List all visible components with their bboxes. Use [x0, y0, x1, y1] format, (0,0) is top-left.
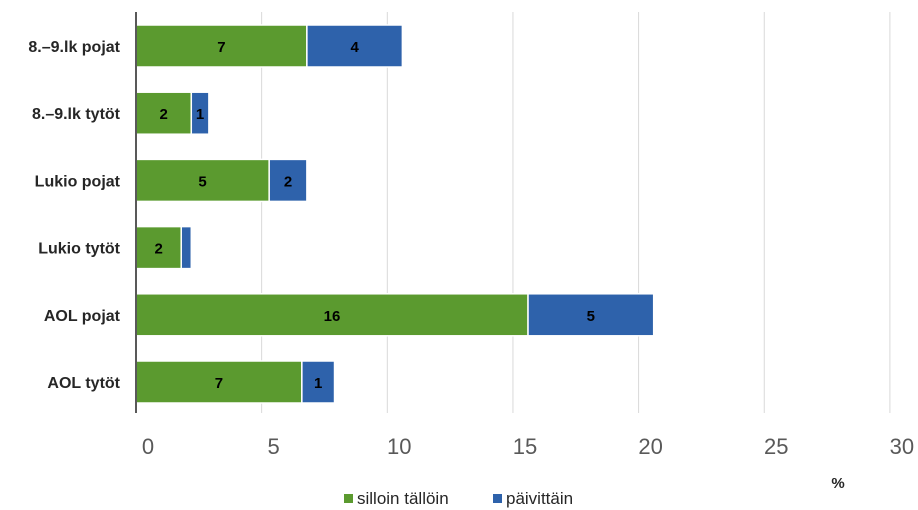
x-tick-label: 30 — [890, 434, 914, 459]
category-labels: 8.–9.lk pojat 8.–9.lk tytöt Lukio pojat Luk… — [28, 39, 120, 392]
x-tick-label: 5 — [268, 434, 280, 459]
gridlines — [261, 12, 891, 413]
category-label: 8.–9.lk tytöt — [32, 106, 121, 123]
legend: silloin tällöin päivittäin — [344, 489, 573, 508]
legend-swatch-0 — [344, 494, 353, 503]
data-label: 2 — [284, 173, 292, 190]
data-label: 2 — [159, 106, 167, 123]
data-label: 7 — [215, 375, 223, 392]
data-label: 5 — [587, 308, 595, 325]
data-label: 5 — [198, 173, 206, 190]
x-tick-label: 0 — [142, 434, 154, 459]
category-label: AOL pojat — [44, 308, 121, 325]
data-label: 4 — [350, 39, 359, 56]
x-tick-label: 20 — [638, 434, 662, 459]
data-label: 1 — [196, 106, 204, 123]
bar-paivittain-2 — [268, 158, 308, 203]
category-label: Lukio pojat — [35, 173, 121, 190]
x-tick-label: 25 — [764, 434, 788, 459]
bar-paivittain-3 — [180, 225, 193, 270]
legend-label: päivittäin — [506, 489, 573, 508]
bar-silloin-tallloin-3 — [135, 225, 182, 270]
data-label: 1 — [314, 375, 322, 392]
data-label: 16 — [324, 308, 341, 325]
x-tick-label: 10 — [387, 434, 411, 459]
x-tick-label: 15 — [513, 434, 537, 459]
bar-silloin-tallloin-2 — [135, 158, 270, 203]
legend-swatch-1 — [493, 494, 502, 503]
x-tick-labels: 0 5 10 15 20 25 30 — [142, 434, 914, 459]
data-label: 7 — [217, 39, 225, 56]
category-label: Lukio tytöt — [38, 241, 120, 258]
data-label: 2 — [154, 241, 162, 258]
category-label: 8.–9.lk pojat — [28, 39, 120, 56]
category-label: AOL tytöt — [47, 375, 120, 392]
x-axis-unit-label: % — [831, 475, 844, 492]
bar-silloin-tallloin-4 — [135, 293, 529, 337]
bar-silloin-tallloin-0 — [135, 24, 308, 68]
bar-paivittain-0 — [306, 24, 404, 68]
bar-paivittain-5 — [301, 360, 336, 404]
bars: 7 4 2 1 5 2 2 16 5 7 1 — [135, 24, 655, 404]
legend-label: silloin tällöin — [357, 489, 449, 508]
bar-paivittain-4 — [527, 293, 655, 337]
bar-paivittain-1 — [190, 91, 210, 135]
